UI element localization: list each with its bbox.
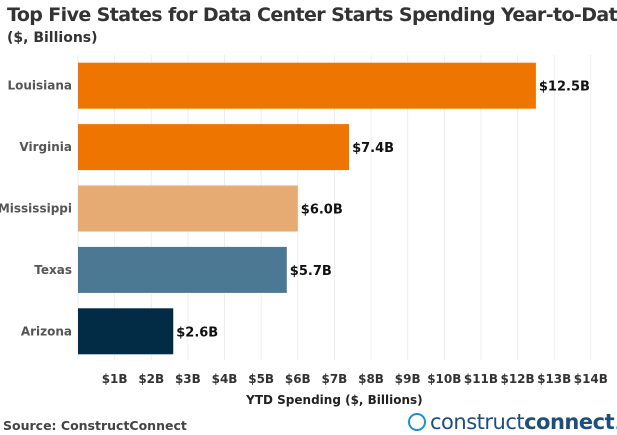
logo-text-light: construct [430,410,525,434]
data-label: $5.7B [290,264,332,279]
bar-virginia [78,124,350,171]
category-label: Mississippi [0,202,72,216]
bar-texas [78,246,287,293]
x-tick-label: $14B [574,372,608,386]
x-tick-label: $5B [248,372,274,386]
logo-dot: . [614,410,617,434]
logo-icon [408,413,426,431]
x-tick-label: $12B [500,372,534,386]
category-label: Virginia [19,140,72,154]
bar-mississippi [78,185,298,232]
x-tick-label: $9B [395,372,421,386]
data-label: $6.0B [301,203,343,218]
x-tick-label: $10B [427,372,461,386]
logo-text-bold: connect [524,410,615,434]
x-axis-title: YTD Spending ($, Billions) [245,393,423,407]
x-tick-label: $7B [321,372,347,386]
bar-arizona [78,308,174,355]
category-label: Arizona [21,324,72,338]
data-label: $7.4B [352,141,394,156]
x-tick-label: $4B [212,372,238,386]
x-tick-label: $3B [175,372,201,386]
chart-title: Top Five States for Data Center Starts S… [7,4,617,26]
x-tick-label: $6B [285,372,311,386]
category-label: Texas [34,263,72,277]
x-tick-label: $8B [358,372,384,386]
x-tick-label: $11B [464,372,498,386]
category-label: Louisiana [7,79,72,93]
data-label: $12.5B [539,80,590,95]
x-tick-label: $13B [537,372,571,386]
chart-subtitle: ($, Billions) [7,30,98,46]
data-label: $2.6B [176,325,218,340]
bar-louisiana [78,62,536,109]
source-note: Source: ConstructConnect [3,418,187,433]
x-tick-label: $2B [138,372,164,386]
x-tick-label: $1B [102,372,128,386]
